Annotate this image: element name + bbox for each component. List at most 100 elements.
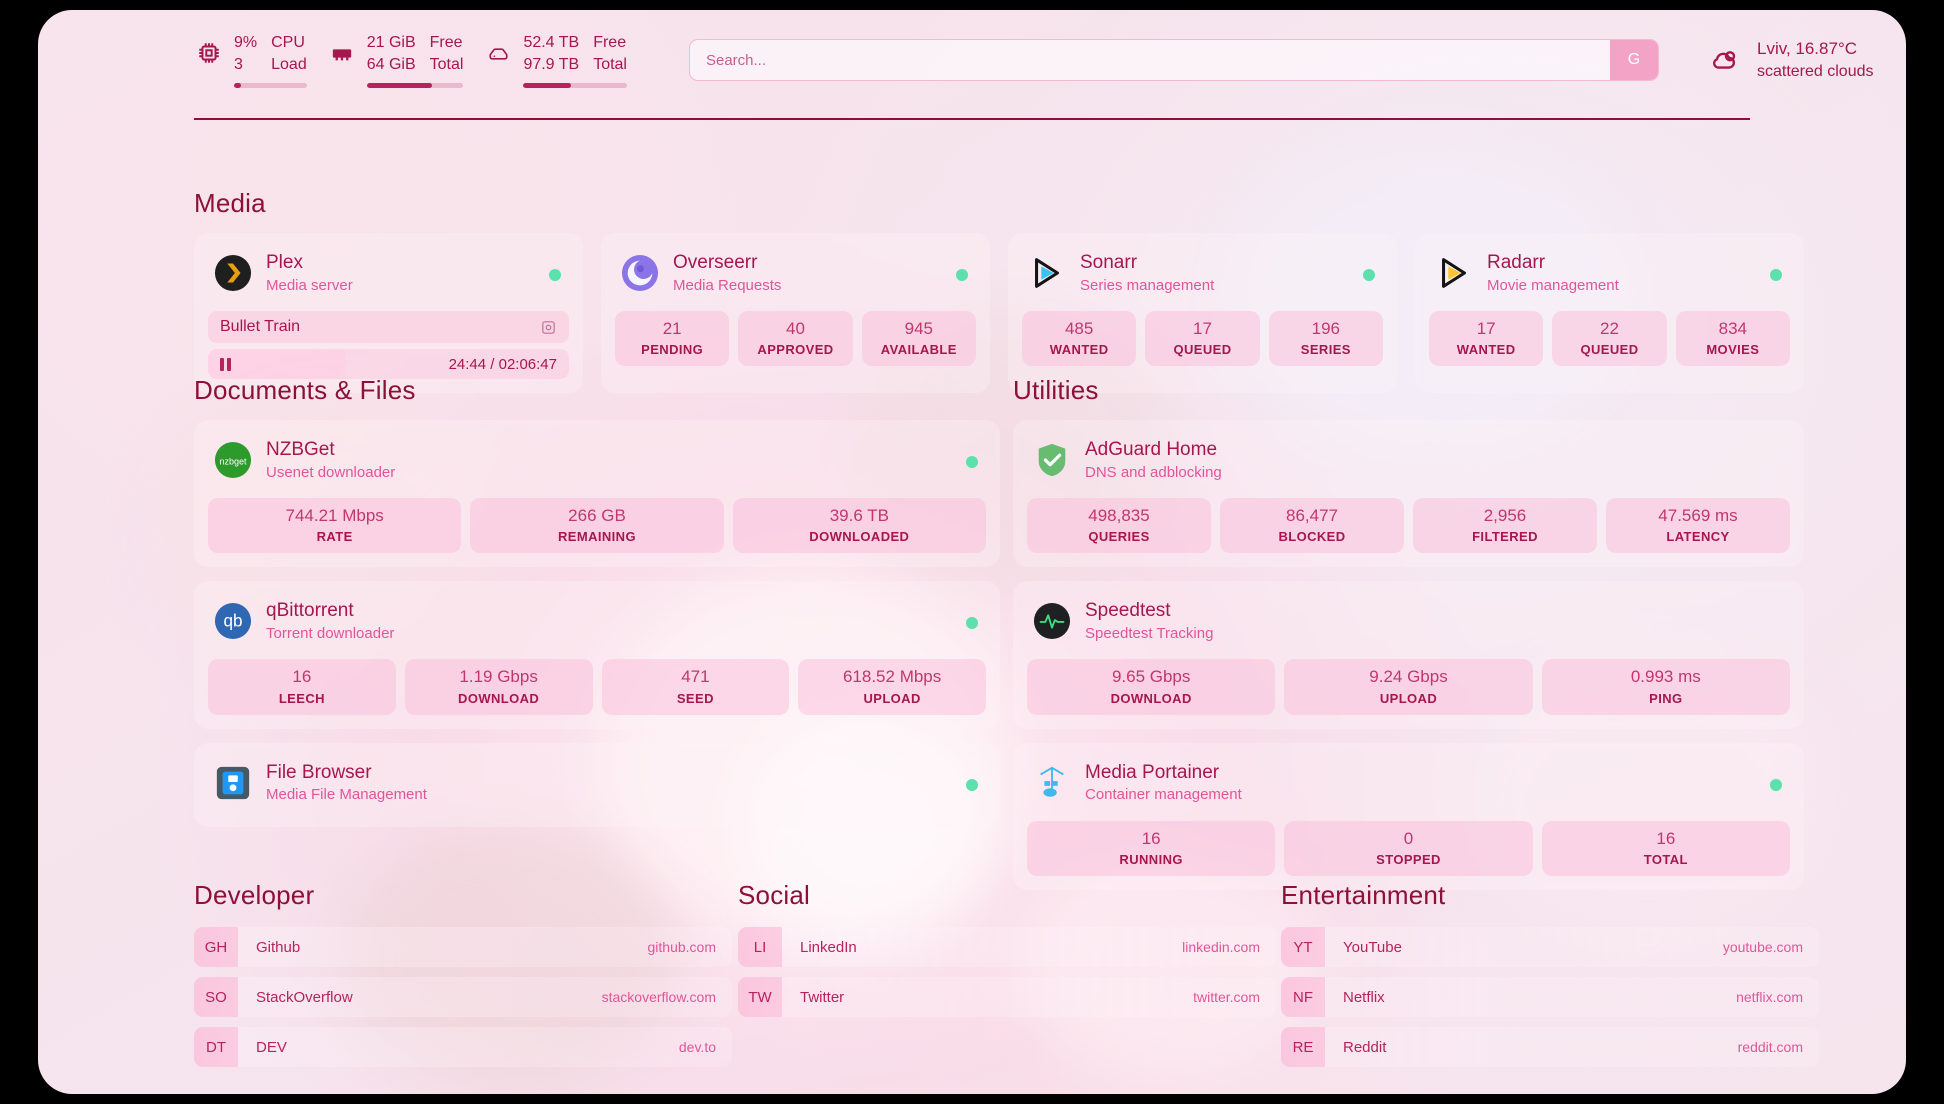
stat-label: QUERIES [1088, 529, 1150, 545]
portainer-icon [1033, 764, 1071, 802]
link-row-youtube[interactable]: YT YouTube youtube.com [1281, 927, 1819, 967]
link-row-reddit[interactable]: RE Reddit reddit.com [1281, 1027, 1819, 1067]
stat-tile: 47.569 ms LATENCY [1606, 498, 1790, 554]
now-playing-row[interactable]: Bullet Train [208, 311, 569, 344]
cast-icon[interactable] [540, 319, 557, 336]
social-section: Social LI LinkedIn linkedin.com TW Twitt… [738, 880, 1276, 1027]
link-name: Github [256, 938, 301, 956]
stat-label: RUNNING [1119, 851, 1183, 867]
pause-icon[interactable] [220, 357, 231, 371]
developer-section: Developer GH Github github.com SO StackO… [194, 880, 732, 1077]
stat-value: 9.24 Gbps [1369, 667, 1448, 687]
cpu-icon [194, 38, 224, 68]
stat-tile: 744.21 Mbps RATE [208, 498, 462, 554]
utilities-section-title: Utilities [1013, 375, 1099, 405]
stat-value: 471 [681, 667, 710, 687]
app-subtitle: Series management [1080, 276, 1215, 294]
stat-tile: 945 AVAILABLE [861, 311, 976, 367]
app-card-plex[interactable]: Plex Media server Bullet Train [194, 233, 583, 394]
stat-tile: 618.52 Mbps UPLOAD [798, 659, 986, 715]
app-card-nzbget[interactable]: nzbget NZBGet Usenet downloader 744.21 M… [194, 420, 1000, 568]
stat-label: SEED [676, 690, 714, 706]
link-badge: GH [194, 927, 238, 967]
overseerr-icon [621, 254, 659, 292]
stat-value: 21 [662, 319, 682, 339]
stat-label: UPLOAD [1379, 690, 1438, 706]
now-playing-title: Bullet Train [220, 318, 301, 336]
app-card-adguard-home[interactable]: AdGuard Home DNS and adblocking 498,835 … [1013, 420, 1804, 568]
disk-label-bottom: Total [593, 56, 627, 73]
cloud-icon [1707, 45, 1743, 75]
search-bar[interactable]: G [688, 39, 1659, 81]
app-subtitle: Media server [266, 276, 353, 294]
header-bar: 9% 3 CPU Load [38, 10, 1906, 110]
app-card-radarr[interactable]: Radarr Movie management 17 WANTED 22 QUE… [1415, 233, 1804, 394]
stat-tile: 471 SEED [601, 659, 790, 715]
app-card-media-portainer[interactable]: Media Portainer Container management 16 … [1013, 742, 1804, 890]
app-subtitle: Movie management [1487, 276, 1619, 294]
stat-label: LEECH [278, 690, 325, 706]
app-card-overseerr[interactable]: Overseerr Media Requests 21 PENDING 40 A… [601, 233, 990, 394]
app-card-sonarr[interactable]: Sonarr Series management 485 WANTED 17 Q… [1008, 233, 1397, 394]
stat-value: 39.6 TB [829, 506, 889, 526]
stat-label: SERIES [1300, 342, 1351, 358]
link-badge: LI [738, 927, 782, 967]
app-name: Sonarr [1080, 252, 1138, 273]
ram-label-bottom: Total [429, 56, 464, 73]
search-input[interactable] [689, 40, 1610, 80]
status-dot [1363, 269, 1375, 282]
status-dot [549, 269, 561, 282]
stat-tile: 834 MOVIES [1675, 311, 1790, 367]
adguard-icon [1033, 441, 1071, 479]
dashboard-window: 9% 3 CPU Load [38, 10, 1906, 1094]
link-badge: YT [1281, 927, 1325, 967]
link-badge: DT [194, 1027, 238, 1067]
app-subtitle: Torrent downloader [266, 624, 395, 642]
stat-value: 40 [786, 319, 805, 339]
stat-tile: 16 RUNNING [1027, 820, 1276, 876]
app-card-speedtest[interactable]: Speedtest Speedtest Tracking 9.65 Gbps D… [1013, 581, 1804, 729]
stat-tile: 17 QUEUED [1145, 311, 1260, 367]
stat-value: 834 [1718, 319, 1747, 339]
app-name: Radarr [1487, 252, 1546, 273]
stat-label: LATENCY [1666, 529, 1730, 545]
weather-description: scattered clouds [1756, 62, 1874, 80]
now-playing-progress[interactable]: 24:44 / 02:06:47 [208, 349, 569, 380]
search-provider-button[interactable]: G [1609, 40, 1658, 80]
svg-text:nzbget: nzbget [219, 456, 247, 466]
stat-label: WANTED [1456, 342, 1516, 358]
app-card-file-browser[interactable]: File Browser Media File Management [194, 742, 1000, 827]
stat-tile: 498,835 QUERIES [1027, 498, 1211, 554]
stat-disk: 52.4 TB 97.9 TB Free Total [483, 32, 627, 88]
link-badge: TW [738, 977, 782, 1017]
entertainment-section-title: Entertainment [1281, 880, 1446, 910]
link-row-stackoverflow[interactable]: SO StackOverflow stackoverflow.com [194, 977, 732, 1017]
link-row-linkedin[interactable]: LI LinkedIn linkedin.com [738, 927, 1276, 967]
stat-ram: 21 GiB 64 GiB Free Total [327, 32, 464, 88]
system-stats: 9% 3 CPU Load [194, 32, 627, 88]
stat-value: 196 [1311, 319, 1340, 339]
stat-label: DOWNLOADED [809, 529, 910, 545]
link-row-netflix[interactable]: NF Netflix netflix.com [1281, 977, 1819, 1017]
documents-section: Documents & Files nzbget NZBGet Usenet d… [194, 375, 1000, 827]
link-row-github[interactable]: GH Github github.com [194, 927, 732, 967]
cpu-label-bottom: Load [271, 56, 307, 73]
stat-tile: 0.993 ms PING [1541, 659, 1790, 715]
stat-value: 0.993 ms [1630, 667, 1701, 687]
link-name: Twitter [800, 988, 845, 1006]
link-row-twitter[interactable]: TW Twitter twitter.com [738, 977, 1276, 1017]
link-row-dev[interactable]: DT DEV dev.to [194, 1027, 732, 1067]
stat-value: 498,835 [1088, 506, 1150, 526]
app-card-qbittorrent[interactable]: qb qBittorrent Torrent downloader 16 LEE… [194, 581, 1000, 729]
now-playing-time: 24:44 / 02:06:47 [448, 355, 557, 373]
stat-label: BLOCKED [1278, 529, 1346, 545]
weather-location: Lviv, 16.87°C [1756, 38, 1858, 58]
status-dot [966, 456, 978, 469]
link-url: reddit.com [1737, 1039, 1803, 1055]
svg-text:qb: qb [223, 612, 242, 631]
stat-label: MOVIES [1706, 342, 1760, 358]
stat-cpu: 9% 3 CPU Load [194, 32, 307, 88]
weather-widget[interactable]: Lviv, 16.87°C scattered clouds [1707, 37, 1874, 83]
link-badge: SO [194, 977, 238, 1017]
stat-tile: 40 APPROVED [738, 311, 853, 367]
